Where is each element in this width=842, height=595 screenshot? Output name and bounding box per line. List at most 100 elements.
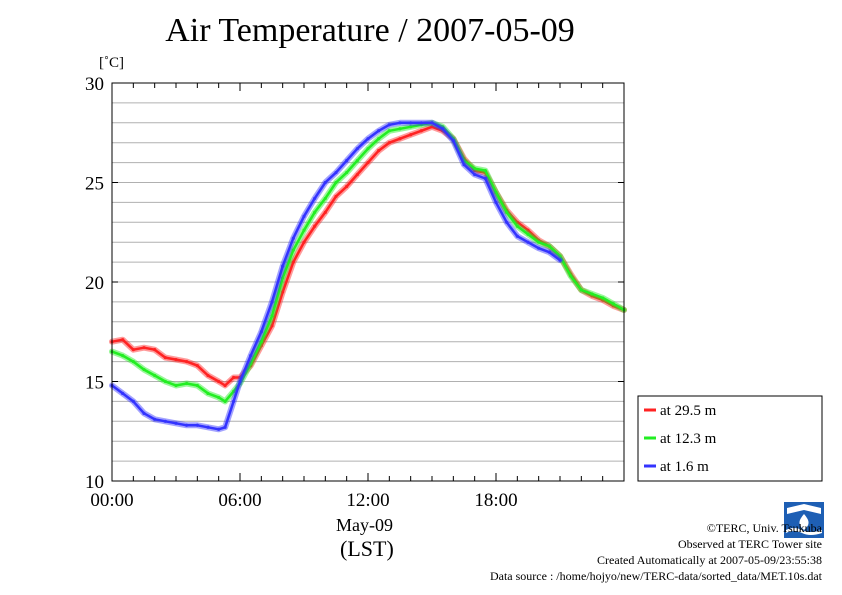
data-point xyxy=(409,121,413,125)
y-axis-unit-label: [˚C] xyxy=(99,55,124,71)
data-point xyxy=(419,121,423,125)
data-point xyxy=(345,159,349,163)
data-point xyxy=(302,228,306,232)
y-tick-label: 25 xyxy=(85,174,104,195)
legend: at 29.5 m at 12.3 m at 1.6 m xyxy=(637,395,823,482)
terc-logo-icon xyxy=(784,502,824,538)
data-point xyxy=(409,125,413,129)
data-point xyxy=(121,354,125,358)
data-point xyxy=(232,375,236,380)
legend-label: at 1.6 m xyxy=(660,459,709,475)
legend-label: at 12.3 m xyxy=(660,431,717,447)
data-point xyxy=(291,248,295,252)
data-point xyxy=(505,220,509,224)
data-point xyxy=(569,274,573,278)
data-point xyxy=(153,348,157,352)
data-point xyxy=(537,246,541,250)
data-point xyxy=(174,421,178,425)
data-point xyxy=(334,180,338,185)
legend-label: at 29.5 m xyxy=(660,403,717,419)
data-point xyxy=(537,240,541,244)
data-point xyxy=(515,220,519,224)
x-axis-date-label: May-09 xyxy=(336,515,393,535)
data-point xyxy=(462,162,466,167)
data-point xyxy=(419,129,423,133)
data-point xyxy=(185,423,189,427)
data-point xyxy=(473,166,477,171)
data-point xyxy=(526,240,530,244)
data-point xyxy=(430,125,434,129)
series-line-halo xyxy=(109,123,627,389)
data-point xyxy=(249,361,253,366)
data-point xyxy=(323,210,327,214)
data-point xyxy=(377,137,381,141)
data-point xyxy=(494,200,498,204)
data-point xyxy=(387,141,391,145)
data-point xyxy=(195,423,199,427)
credits-block: ©TERC, Univ. Tsukuba Observed at TERC To… xyxy=(490,520,822,584)
data-point xyxy=(547,250,551,254)
y-tick-label: 15 xyxy=(85,373,104,394)
data-point xyxy=(206,425,210,429)
data-point xyxy=(441,127,445,131)
data-point xyxy=(387,123,391,127)
series-line xyxy=(110,121,626,403)
data-point xyxy=(526,228,530,232)
data-point xyxy=(515,224,519,228)
data-point xyxy=(121,338,125,342)
data-point xyxy=(232,389,236,394)
data-point xyxy=(345,170,349,175)
data-point xyxy=(131,348,135,352)
data-point xyxy=(195,383,199,388)
data-point xyxy=(185,360,189,364)
data-point xyxy=(121,391,125,396)
data-point xyxy=(387,129,391,133)
series-line xyxy=(110,125,626,387)
legend-box xyxy=(637,395,823,482)
data-point xyxy=(232,399,236,403)
data-point xyxy=(334,194,338,199)
series-line xyxy=(110,121,562,431)
data-point xyxy=(174,383,178,388)
data-point xyxy=(590,292,594,296)
data-point xyxy=(398,121,402,125)
data-point xyxy=(323,196,327,201)
credit-copyright: ©TERC, Univ. Tsukuba xyxy=(706,521,822,535)
data-point xyxy=(195,363,199,368)
data-point xyxy=(281,276,285,280)
data-point xyxy=(313,224,317,228)
data-point xyxy=(377,129,381,133)
data-point xyxy=(270,324,274,328)
data-point xyxy=(185,381,189,386)
data-point xyxy=(302,240,306,244)
data-point xyxy=(153,373,157,378)
data-point xyxy=(131,360,135,364)
data-point xyxy=(355,172,359,177)
data-point xyxy=(483,168,487,173)
tick-layer: 10 15 20 25 30 00:00 06:00 12:00 18:00 xyxy=(85,74,624,511)
data-point xyxy=(270,314,274,318)
data-point xyxy=(547,244,551,248)
data-point xyxy=(473,172,477,177)
data-point xyxy=(142,346,146,350)
data-point xyxy=(494,190,498,195)
data-point xyxy=(323,180,327,185)
data-point xyxy=(558,258,562,262)
data-point xyxy=(345,184,349,189)
data-point xyxy=(483,176,487,181)
data-point xyxy=(217,395,221,400)
x-tick-label: 12:00 xyxy=(346,490,389,511)
data-point xyxy=(223,399,227,403)
data-point xyxy=(409,133,413,137)
y-tick-label: 30 xyxy=(85,74,104,95)
data-point xyxy=(163,356,167,360)
credit-created: Created Automatically at 2007-05-09/23:5… xyxy=(597,553,822,567)
grid-layer xyxy=(112,102,624,462)
data-point xyxy=(579,288,583,292)
x-tick-label: 18:00 xyxy=(474,490,517,511)
y-tick-label: 20 xyxy=(85,273,104,294)
data-point xyxy=(270,300,274,304)
data-point xyxy=(398,137,402,141)
data-point xyxy=(558,254,562,258)
